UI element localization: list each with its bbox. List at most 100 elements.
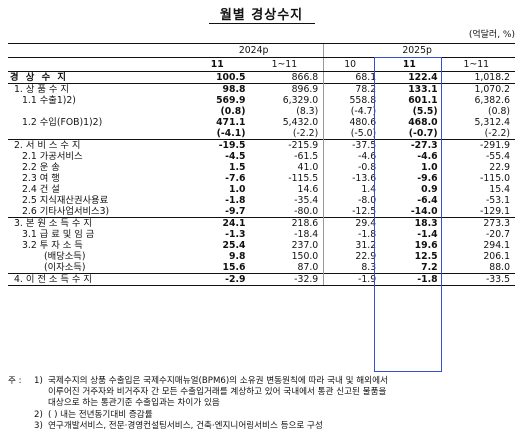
table-row: 1. 상 품 수 지 98.8 896.9 78.2 133.1 1,070.2 — [8, 83, 515, 95]
cell-value: 1,018.2 — [474, 72, 511, 83]
cell-value: 98.8 — [189, 83, 251, 95]
cell-value: 468.0 — [408, 117, 438, 128]
cell-value: -291.9 — [442, 139, 515, 151]
cell-value: -1.8 — [323, 229, 382, 240]
cell-value: -9.6 — [417, 173, 438, 184]
header-period: 11 — [381, 57, 443, 72]
row-label: 경 상 수 지 — [10, 72, 68, 83]
cell-value: -80.0 — [294, 206, 319, 217]
cell-value: 87.0 — [297, 262, 319, 273]
table-row: 1.2 수입(FOB)1)2) 471.1 5,432.0 480.6 468.0 5,3… — [8, 117, 515, 128]
cell-value: 6,329.0 — [282, 95, 319, 106]
header-period: 1~11 — [250, 57, 324, 72]
cell-value: 68.1 — [323, 71, 382, 84]
cell-value: -1.8 — [225, 195, 246, 206]
cell-value: (8.3) — [296, 106, 319, 117]
cell-value: 569.9 — [216, 95, 246, 106]
header-blank — [8, 43, 189, 58]
cell-value: -12.5 — [323, 206, 382, 218]
cell-value: -129.1 — [480, 206, 510, 217]
table-row: (0.8) (8.3) (-4.7) (5.5) (0.8) — [8, 106, 515, 117]
note-tag: 1) — [34, 376, 43, 386]
row-label: 3. 본 원 소 득 수 지 — [8, 217, 189, 229]
header-period: 10 — [323, 57, 382, 72]
cell-value: -14.0 — [410, 206, 438, 217]
notes-lead: 주 : — [8, 376, 22, 386]
row-label: 2.6 기타사업서비스3) — [22, 206, 110, 217]
cell-value: 133.1 — [381, 83, 443, 95]
row-label: 1.2 수입(FOB)1)2) — [22, 117, 103, 128]
cell-value: -19.5 — [189, 139, 251, 151]
cell-value: (0.8) — [220, 106, 246, 117]
cell-value: -1.3 — [225, 229, 246, 240]
cell-value: 88.0 — [489, 262, 510, 273]
table-row: 3.1 급 료 및 임 금 -1.3 -18.4 -1.8 -1.4 -20.7 — [8, 229, 515, 240]
cell-value: 273.3 — [442, 217, 515, 229]
cell-value: 7.2 — [421, 262, 438, 273]
cell-value: 15.6 — [222, 262, 246, 273]
cell-value: 12.5 — [414, 251, 438, 262]
cell-value: -4.6 — [417, 151, 438, 162]
note-text: 이루어진 거주자와 비거주자 간 모든 수출입거래를 계상하고 있어 국내에서 … — [48, 387, 387, 398]
table-row: 2.3 여 행 -7.6 -115.5 -13.6 -9.6 -115.0 — [8, 173, 515, 184]
header-period: 1~11 — [442, 57, 515, 72]
row-label: (이자소득) — [44, 262, 86, 273]
cell-value: 1.4 — [323, 184, 382, 195]
table-row: (-4.1) (-2.2) (-5.0) (-0.7) (-2.2) — [8, 128, 515, 140]
cell-value: 14.6 — [297, 184, 319, 195]
row-label: 2.4 건 설 — [22, 184, 60, 195]
cell-value: 1.0 — [421, 162, 438, 173]
cell-value: 471.1 — [216, 117, 246, 128]
table-row: 3.2 투 자 소 득 25.4 237.0 31.2 19.6 294.1 — [8, 240, 515, 251]
row-label: 2. 서 비 스 수 지 — [8, 139, 189, 151]
cell-value: 9.8 — [229, 251, 246, 262]
row-label: 4. 이 전 소 득 수 지 — [8, 273, 189, 286]
cell-value: -8.0 — [323, 195, 382, 206]
unit-label: (억달러, %) — [468, 30, 515, 40]
cell-value: 122.4 — [408, 72, 438, 83]
cell-value: -2.9 — [189, 273, 251, 286]
cell-value: 1.0 — [229, 184, 246, 195]
cell-value: -115.0 — [480, 173, 510, 184]
cell-value: 206.1 — [483, 251, 510, 262]
cell-value: (5.5) — [412, 106, 438, 117]
cell-value: -61.5 — [294, 151, 319, 162]
row-label: 2.1 가공서비스 — [22, 151, 83, 162]
cell-value: 25.4 — [222, 240, 246, 251]
table-row: 2.2 운 송 1.5 41.0 -0.8 1.0 22.9 — [8, 162, 515, 173]
cell-value: 5,312.4 — [474, 117, 511, 128]
cell-value: -215.9 — [250, 139, 324, 151]
cell-value: -4.5 — [225, 151, 246, 162]
note-text: 국제수지의 상품 수출입은 국제수지매뉴얼(BPM6)의 소유권 변동원칙에 따… — [48, 376, 388, 386]
cell-value: (-2.2) — [292, 128, 319, 139]
cell-value: -1.8 — [381, 273, 443, 286]
table-row: 2.4 건 설 1.0 14.6 1.4 0.9 15.4 — [8, 184, 515, 195]
cell-value: 601.1 — [408, 95, 438, 106]
note-tag: 2) — [34, 409, 43, 420]
row-label: 3.2 투 자 소 득 — [22, 240, 83, 251]
row-label: 2.2 운 송 — [22, 162, 60, 173]
cell-value: -1.9 — [323, 273, 382, 286]
cell-value: 78.2 — [323, 83, 382, 95]
row-label: 1. 상 품 수 지 — [8, 83, 189, 95]
row-label: 2.5 지식재산권사용료 — [22, 195, 109, 206]
table-row: 2.1 가공서비스 -4.5 -61.5 -4.6 -4.6 -55.4 — [8, 151, 515, 162]
cell-value: 1,070.2 — [442, 83, 515, 95]
row-label: (배당소득) — [44, 251, 86, 262]
header-period: 11 — [189, 57, 251, 72]
cell-value: (-4.1) — [216, 128, 246, 139]
cell-value: 8.3 — [323, 262, 382, 274]
cell-value: 24.1 — [189, 217, 251, 229]
cell-value: -20.7 — [485, 229, 510, 240]
cell-value: -32.9 — [250, 273, 324, 286]
table-row: 2.6 기타사업서비스3) -9.7 -80.0 -12.5 -14.0 -129.1 — [8, 206, 515, 218]
header-blank-2 — [8, 57, 189, 72]
cell-value: 29.4 — [323, 217, 382, 229]
table-row: 2.5 지식재산권사용료 -1.8 -35.4 -8.0 -6.4 -53.1 — [8, 195, 515, 206]
cell-value: (-2.2) — [484, 128, 510, 139]
header-year-2024: 2024p — [189, 43, 324, 58]
cell-value: 5,432.0 — [282, 117, 319, 128]
table-row: (배당소득) 9.8 150.0 22.9 12.5 206.1 — [8, 251, 515, 262]
cell-value: -37.5 — [323, 139, 382, 151]
cell-value: 237.0 — [291, 240, 319, 251]
